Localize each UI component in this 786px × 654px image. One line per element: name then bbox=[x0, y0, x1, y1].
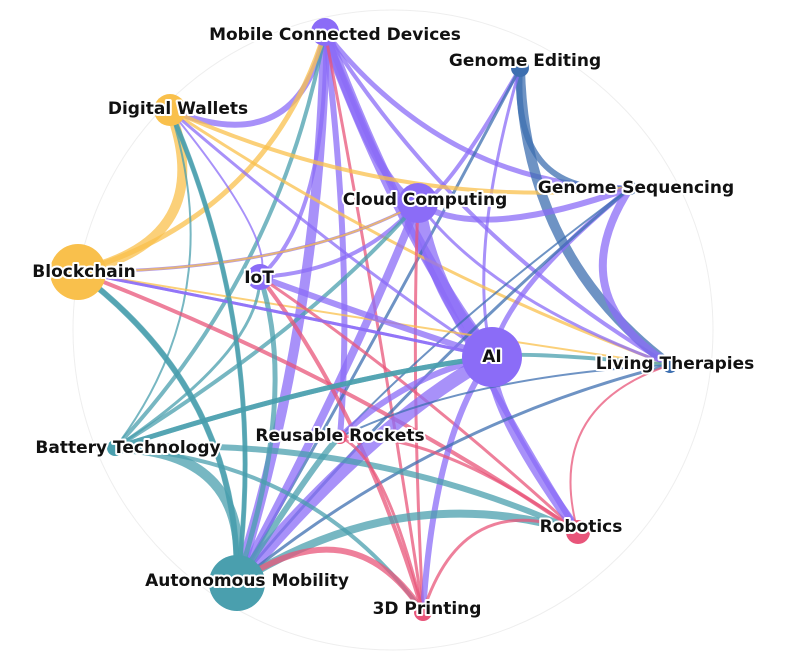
node-label: Blockchain bbox=[32, 262, 135, 282]
edge bbox=[113, 201, 420, 450]
edge bbox=[113, 275, 262, 450]
node bbox=[662, 357, 678, 373]
edge bbox=[338, 435, 425, 614]
edge bbox=[258, 275, 580, 534]
node bbox=[462, 327, 522, 387]
node bbox=[247, 264, 273, 290]
node bbox=[311, 18, 339, 46]
labels: Mobile Connected Devices Genome Editing … bbox=[30, 23, 756, 621]
edge bbox=[235, 363, 672, 585]
edge bbox=[421, 518, 580, 614]
edge bbox=[76, 270, 494, 359]
edge bbox=[230, 350, 499, 590]
node-label: Robotics bbox=[540, 517, 623, 537]
node bbox=[623, 181, 637, 195]
node-label: Genome Sequencing bbox=[538, 178, 734, 198]
node-label: Genome Editing bbox=[449, 51, 601, 71]
node-label: Digital Wallets bbox=[108, 99, 248, 119]
edge bbox=[338, 435, 580, 534]
edge bbox=[113, 30, 327, 450]
node bbox=[566, 520, 590, 544]
frame bbox=[72, 9, 714, 651]
edge bbox=[489, 185, 633, 360]
node-label: Cloud Computing bbox=[343, 190, 508, 210]
edge bbox=[73, 105, 188, 277]
node-label: AI bbox=[482, 347, 501, 367]
edge bbox=[258, 30, 328, 279]
edge bbox=[112, 354, 495, 451]
edge bbox=[168, 108, 632, 195]
node bbox=[398, 183, 438, 223]
edge bbox=[598, 184, 674, 369]
node bbox=[107, 440, 123, 456]
edge bbox=[233, 199, 422, 587]
edge bbox=[569, 364, 671, 533]
node-label: Mobile Connected Devices bbox=[209, 25, 461, 45]
node bbox=[333, 430, 347, 444]
node-label: Autonomous Mobility bbox=[145, 571, 349, 591]
node bbox=[511, 59, 529, 77]
nodes bbox=[50, 18, 678, 621]
edge bbox=[112, 443, 581, 535]
edge bbox=[416, 66, 522, 206]
edge bbox=[114, 109, 192, 449]
node-label: Reusable Rockets bbox=[255, 426, 424, 446]
edge bbox=[339, 364, 671, 438]
edge bbox=[75, 29, 328, 275]
edge bbox=[234, 546, 426, 615]
edge bbox=[77, 202, 419, 273]
node-label: Battery Technology bbox=[35, 438, 220, 458]
edge bbox=[168, 108, 248, 585]
node-label: 3D Printing bbox=[373, 599, 482, 619]
edge bbox=[75, 269, 240, 586]
node bbox=[154, 94, 186, 126]
node-label: IoT bbox=[244, 268, 274, 288]
node bbox=[209, 555, 265, 611]
edge bbox=[416, 201, 672, 367]
edge bbox=[323, 30, 425, 614]
node bbox=[50, 244, 106, 300]
node-label: Living Therapies bbox=[596, 354, 755, 374]
node bbox=[414, 603, 432, 621]
edges bbox=[73, 26, 675, 615]
